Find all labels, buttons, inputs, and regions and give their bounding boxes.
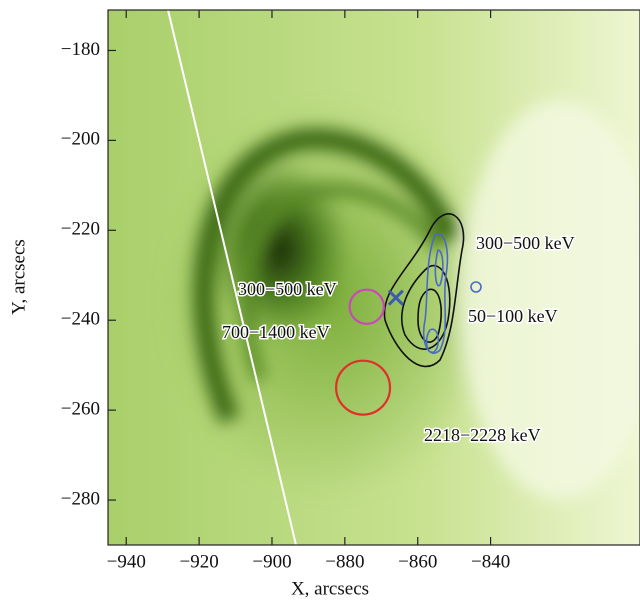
annotation: 2218−2228 keV — [424, 425, 541, 445]
x-tick-label: −880 — [325, 551, 364, 572]
y-axis-label: Y, arcsecs — [8, 239, 29, 315]
annotation: 50−100 keV — [468, 306, 558, 326]
x-tick-label: −920 — [179, 551, 218, 572]
y-tick-label: −280 — [61, 488, 100, 509]
source-circle — [348, 288, 385, 325]
y-tick-label: −200 — [61, 129, 100, 150]
y-tick-label: −260 — [61, 398, 100, 419]
x-tick-label: −900 — [252, 551, 291, 572]
annotation: 300−500 keV — [238, 279, 337, 299]
x-tick-label: −860 — [398, 551, 437, 572]
y-tick-label: −240 — [61, 309, 100, 330]
annotation: 700−1400 keV — [222, 322, 330, 342]
y-tick-label: −220 — [61, 219, 100, 240]
cross-marker — [387, 289, 404, 306]
y-tick-label: −180 — [61, 39, 100, 60]
plot-frame — [107, 9, 640, 546]
annotation: 300−500 keV — [476, 233, 575, 253]
x-tick-label: −940 — [107, 551, 146, 572]
x-tick-label: −840 — [471, 551, 510, 572]
solar-image — [108, 10, 640, 545]
x-axis-label: X, arcsecs — [291, 578, 369, 599]
source-circle — [335, 359, 392, 416]
